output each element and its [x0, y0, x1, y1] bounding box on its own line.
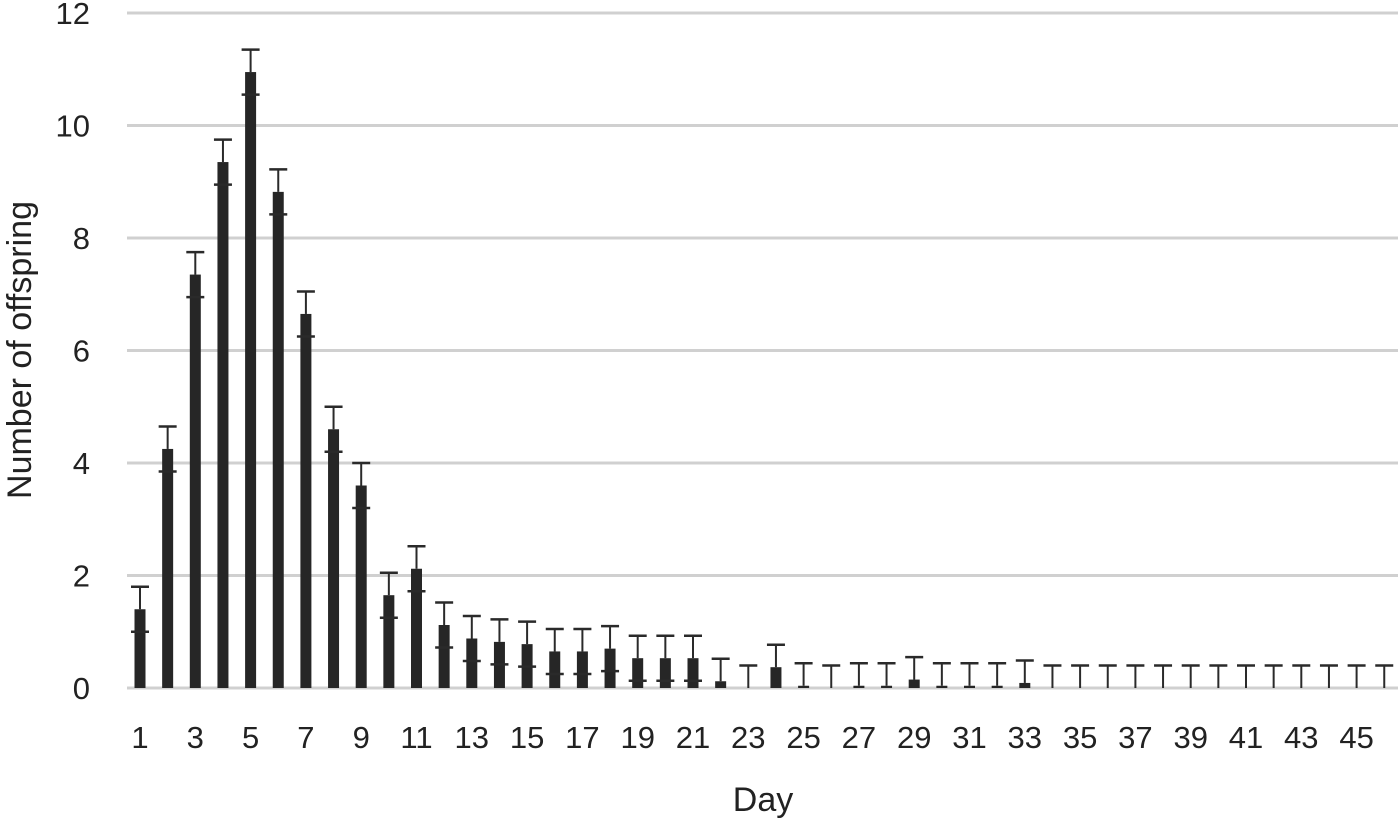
bar: [272, 191, 284, 688]
y-tick-label: 0: [73, 671, 90, 706]
bar: [632, 658, 644, 688]
x-axis-title: Day: [733, 781, 793, 819]
x-tick-label: 19: [620, 720, 654, 755]
bar: [134, 609, 146, 688]
y-tick-label: 12: [56, 0, 90, 31]
bar: [217, 162, 229, 688]
bar: [438, 625, 450, 688]
x-tick-label: 1: [131, 720, 148, 755]
x-axis-tick-labels: 1 3 5 7 9 11 13 15 17 19 21 23 25 27 29 31 33 35 37 39 41 43 4…: [131, 720, 1373, 755]
error-bars: [131, 48, 1394, 688]
bar: [328, 429, 340, 688]
bar: [881, 685, 893, 688]
bar: [549, 651, 561, 688]
y-tick-label: 8: [73, 221, 90, 256]
bar: [466, 638, 478, 688]
x-tick-label: 3: [187, 720, 204, 755]
x-tick-label: 7: [297, 720, 314, 755]
bars: [134, 72, 1031, 688]
x-tick-label: 23: [731, 720, 765, 755]
bar: [300, 313, 312, 688]
x-tick-label: 27: [842, 720, 876, 755]
x-tick-label: 45: [1339, 720, 1373, 755]
bar: [964, 685, 975, 688]
bar: [908, 679, 920, 688]
y-axis-tick-labels: 0 2 4 6 8 10 12: [56, 0, 90, 706]
y-tick-label: 2: [73, 559, 90, 594]
bar: [245, 72, 257, 688]
x-tick-label: 9: [353, 720, 370, 755]
bar: [687, 658, 699, 688]
bar: [798, 685, 810, 688]
x-tick-label: 21: [676, 720, 710, 755]
y-tick-label: 6: [73, 334, 90, 369]
x-tick-label: 29: [897, 720, 931, 755]
x-tick-label: 31: [952, 720, 986, 755]
bar: [604, 648, 616, 688]
x-tick-label: 13: [455, 720, 489, 755]
x-tick-label: 37: [1118, 720, 1152, 755]
gridlines: [127, 11, 1398, 690]
x-tick-label: 43: [1284, 720, 1318, 755]
y-tick-label: 4: [73, 446, 90, 481]
y-axis-title: Number of offspring: [1, 201, 39, 499]
x-tick-label: 39: [1173, 720, 1207, 755]
y-tick-label: 10: [56, 109, 90, 144]
bar: [576, 651, 588, 688]
x-tick-label: 17: [565, 720, 599, 755]
bar: [411, 568, 422, 688]
bar: [715, 681, 727, 688]
bar: [162, 448, 174, 688]
bar: [936, 685, 948, 688]
x-tick-label: 35: [1063, 720, 1097, 755]
x-tick-label: 15: [510, 720, 544, 755]
x-tick-label: 33: [1008, 720, 1042, 755]
bar: [991, 685, 1003, 688]
x-tick-label: 41: [1229, 720, 1263, 755]
x-tick-label: 11: [400, 720, 432, 755]
bar: [1019, 682, 1031, 688]
bar: [383, 595, 395, 688]
bar: [770, 667, 782, 688]
bar: [355, 485, 367, 688]
bar: [853, 685, 865, 688]
x-tick-label: 5: [242, 720, 259, 755]
bar: [659, 658, 671, 688]
bar: [189, 274, 201, 688]
x-tick-label: 25: [786, 720, 820, 755]
